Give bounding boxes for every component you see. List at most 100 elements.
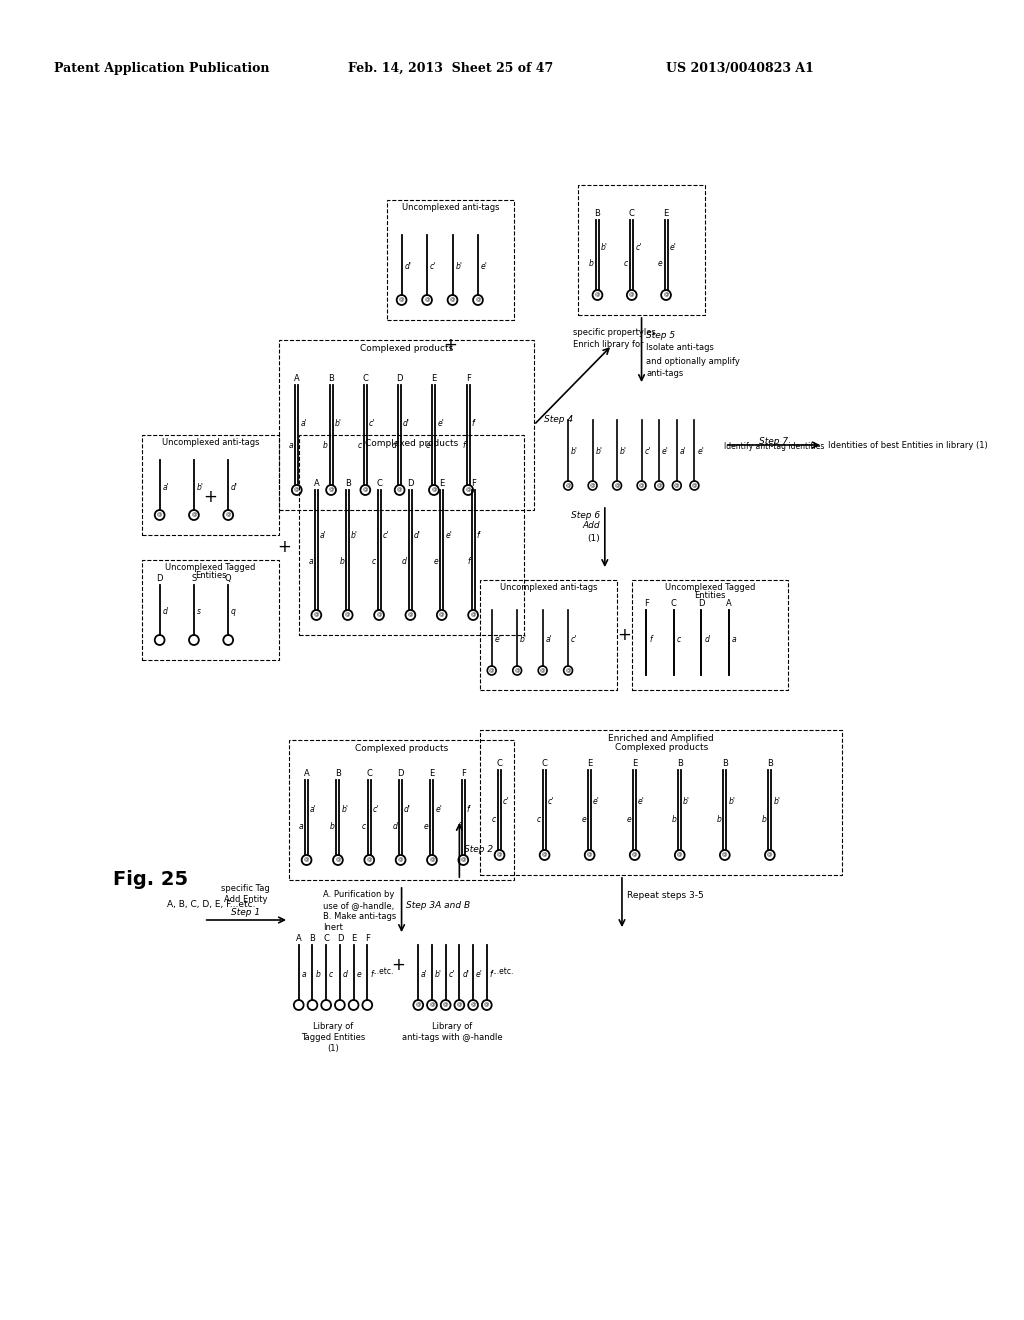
Text: @: @: [443, 1002, 449, 1007]
Text: @: @: [225, 512, 231, 517]
Text: F: F: [644, 599, 649, 609]
Text: B. Make anti-tags: B. Make anti-tags: [324, 912, 396, 921]
Text: @: @: [565, 668, 570, 673]
Text: B: B: [345, 479, 350, 488]
Text: A: A: [304, 770, 309, 777]
Text: e': e': [435, 805, 442, 814]
Text: F: F: [461, 770, 466, 777]
Text: f: f: [649, 635, 652, 644]
Text: c: c: [357, 441, 361, 450]
Text: E: E: [429, 770, 434, 777]
Text: a': a': [680, 447, 686, 455]
Text: @: @: [656, 483, 662, 488]
Text: F: F: [365, 935, 370, 942]
Text: Entities: Entities: [694, 591, 726, 601]
Text: b': b': [620, 447, 627, 455]
Text: b': b': [197, 483, 204, 491]
Text: @: @: [191, 512, 197, 517]
Text: B: B: [309, 935, 315, 942]
Text: @: @: [329, 487, 334, 492]
Text: @: @: [470, 1002, 476, 1007]
Text: Step 1: Step 1: [231, 908, 260, 917]
Text: c: c: [624, 260, 629, 268]
Text: c': c': [369, 418, 375, 428]
Text: C: C: [324, 935, 329, 942]
Text: b: b: [330, 822, 335, 832]
Text: Identities of best Entities in library (1): Identities of best Entities in library (…: [827, 441, 987, 450]
Text: c': c': [548, 797, 554, 807]
Text: d: d: [391, 441, 396, 450]
Text: @: @: [397, 487, 402, 492]
Text: b': b': [435, 970, 442, 978]
Text: @: @: [367, 858, 372, 862]
Text: US 2013/0040823 A1: US 2013/0040823 A1: [666, 62, 814, 75]
Text: Enriched and Amplified: Enriched and Amplified: [608, 734, 714, 743]
Text: @: @: [677, 853, 683, 858]
Text: @: @: [398, 858, 403, 862]
Text: B: B: [767, 759, 773, 768]
Text: e': e': [495, 635, 502, 644]
Bar: [142, 560, 280, 660]
Text: c': c': [571, 635, 578, 644]
Text: f: f: [467, 557, 470, 566]
Text: b': b': [728, 797, 735, 807]
Text: F: F: [466, 374, 471, 383]
Text: @: @: [540, 668, 546, 673]
Text: C: C: [671, 599, 677, 609]
Text: c: c: [492, 814, 496, 824]
Text: A. Purification by: A. Purification by: [324, 890, 394, 899]
Text: Library of: Library of: [313, 1022, 353, 1031]
Text: f': f': [489, 970, 495, 978]
Text: d': d': [404, 261, 412, 271]
Text: e': e': [437, 418, 444, 428]
Text: b': b': [351, 531, 358, 540]
Text: b: b: [762, 814, 766, 824]
Text: (1): (1): [327, 1044, 339, 1053]
Text: c': c': [635, 243, 642, 252]
Text: C: C: [367, 770, 372, 777]
Text: A, B, C, D, E, F...etc.: A, B, C, D, E, F...etc.: [167, 900, 255, 909]
Bar: [289, 741, 514, 880]
Text: +: +: [278, 539, 291, 557]
Text: e: e: [582, 814, 586, 824]
Text: anti-tags: anti-tags: [646, 370, 684, 379]
Text: Tagged Entities: Tagged Entities: [301, 1034, 366, 1041]
Text: d': d': [462, 970, 469, 978]
Text: @: @: [424, 297, 430, 302]
Text: e': e': [638, 797, 645, 807]
Text: Complexed products: Complexed products: [614, 743, 708, 752]
Text: a': a': [319, 531, 327, 540]
Text: @: @: [461, 858, 466, 862]
Text: c: c: [677, 635, 681, 644]
Text: b: b: [672, 814, 676, 824]
Text: D: D: [157, 574, 163, 583]
Text: Uncomplexed anti-tags: Uncomplexed anti-tags: [401, 203, 500, 213]
Text: ...etc.: ...etc.: [492, 966, 513, 975]
Text: c': c': [373, 805, 379, 814]
Text: and optionally amplify: and optionally amplify: [646, 356, 740, 366]
Text: @: @: [335, 858, 341, 862]
Text: @: @: [590, 483, 595, 488]
Text: Step 6: Step 6: [570, 511, 600, 520]
Bar: [387, 201, 514, 319]
Text: e: e: [657, 260, 663, 268]
Text: D: D: [396, 374, 402, 383]
Text: Entities: Entities: [195, 572, 226, 579]
Text: @: @: [398, 297, 404, 302]
Text: @: @: [674, 483, 680, 488]
Text: C: C: [497, 759, 503, 768]
Text: C: C: [542, 759, 548, 768]
Text: b': b': [683, 797, 690, 807]
Text: Library of: Library of: [432, 1022, 473, 1031]
Bar: [480, 730, 843, 875]
Text: a': a': [546, 635, 552, 644]
Text: d': d': [403, 418, 410, 428]
Text: @: @: [595, 293, 600, 297]
Text: D: D: [408, 479, 414, 488]
Text: anti-tags with @-handle: anti-tags with @-handle: [402, 1034, 503, 1041]
Text: @: @: [497, 853, 503, 858]
Text: c: c: [537, 814, 541, 824]
Text: a: a: [299, 822, 303, 832]
Text: a: a: [732, 635, 736, 644]
Text: Patent Application Publication: Patent Application Publication: [54, 62, 269, 75]
